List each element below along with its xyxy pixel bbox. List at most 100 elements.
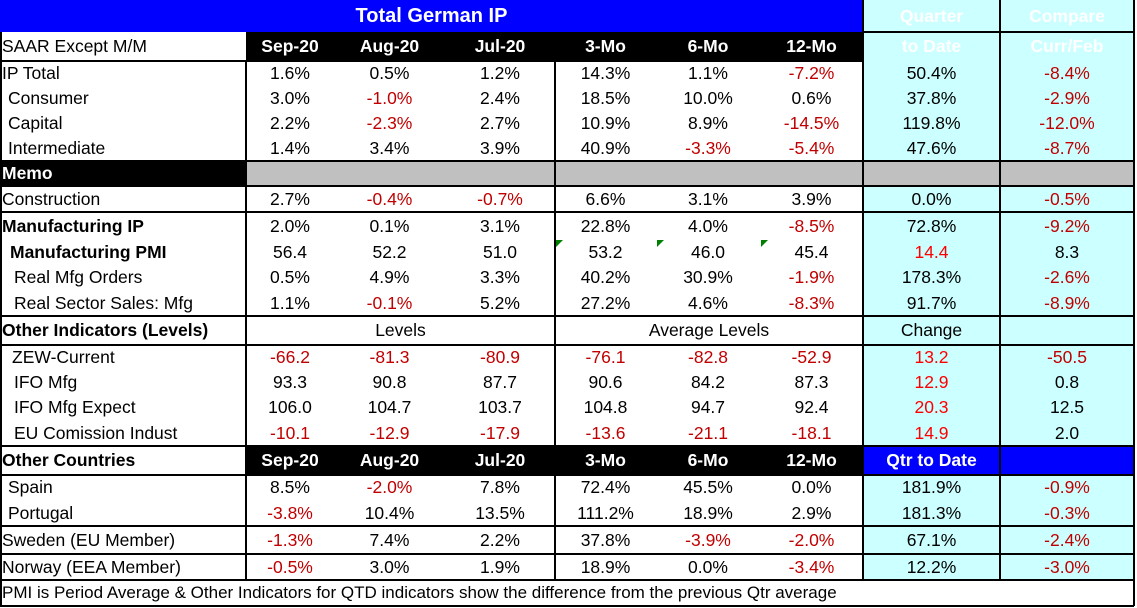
value-cell: -8.7% [1044, 138, 1090, 158]
value-cell: 40.9% [580, 138, 631, 158]
change-label: Change [900, 320, 963, 340]
footnote: PMI is Period Average & Other Indicators… [2, 583, 837, 602]
value-cell: -10.1 [270, 422, 310, 443]
value-cell: 1.1% [688, 63, 728, 83]
grid-line [0, 605, 1134, 607]
value-cell: 7.4% [369, 529, 410, 550]
value-cell: -2.9% [1044, 88, 1090, 108]
value-cell: 72.4% [580, 477, 631, 497]
row-label: Other Countries [2, 450, 136, 470]
grid-line [245, 61, 247, 580]
value-cell: -0.5% [1044, 188, 1090, 209]
row-label: Intermediate [8, 138, 106, 158]
value-cell: 111.2% [577, 502, 634, 523]
row-label: Capital [8, 113, 63, 133]
value-cell: 1.4% [270, 138, 310, 158]
value-cell: -50.5 [1047, 347, 1087, 367]
value-cell: 3.9% [480, 138, 520, 158]
value-cell: 2.0% [270, 215, 310, 236]
value-cell: 92.4 [794, 397, 829, 417]
value-cell: 1.6% [270, 63, 310, 83]
value-cell: 1.2% [480, 63, 520, 83]
value-cell: 94.7 [690, 397, 726, 417]
row-label: IFO Mfg Expect [14, 397, 136, 417]
avg-levels-label: Average Levels [648, 320, 770, 340]
grid-line [0, 474, 1134, 476]
row-label: Sweden (EU Member) [2, 529, 176, 550]
value-cell: -3.9% [685, 529, 731, 550]
value-cell: 18.9% [580, 556, 631, 577]
row-label: Real Sector Sales: Mfg [14, 292, 193, 313]
value-cell: 12.5 [1049, 397, 1085, 417]
value-cell: -80.9 [480, 347, 520, 367]
value-cell: 87.7 [482, 372, 518, 392]
value-cell: 45.4 [794, 242, 829, 262]
value-cell: -0.5% [267, 556, 313, 577]
column-header: 12-Mo [760, 32, 863, 61]
value-cell: 119.8% [902, 113, 961, 133]
value-cell: 91.7% [906, 292, 957, 313]
value-cell: 0.5% [369, 63, 410, 83]
value-cell: 5.2% [480, 292, 520, 313]
row-label: Manufacturing IP [2, 215, 144, 236]
value-cell: 4.0% [688, 215, 728, 236]
grid-line [554, 61, 556, 580]
column-header: Sep-20 [246, 446, 334, 475]
value-cell: 0.0% [791, 477, 832, 497]
value-cell: -2.0% [366, 477, 413, 497]
column-header: 6-Mo [656, 446, 760, 475]
table-title: Total German IP [0, 0, 863, 32]
value-cell: 181.9% [901, 477, 962, 497]
value-cell: -66.2 [270, 347, 310, 367]
value-cell: 4.6% [688, 292, 728, 313]
value-cell: -0.9% [1044, 477, 1090, 497]
value-cell: 10.9% [580, 113, 631, 133]
value-cell: -3.4% [788, 556, 835, 577]
value-cell: 14.3% [580, 63, 631, 83]
grid-line [0, 60, 863, 62]
value-cell: 51.0 [482, 242, 518, 262]
value-cell: -14.5% [783, 113, 840, 133]
value-cell: 2.7% [270, 188, 310, 209]
value-cell: -82.8 [688, 347, 728, 367]
value-cell: 90.8 [372, 372, 407, 392]
value-cell: -8.5% [788, 215, 835, 236]
value-cell: 13.5% [475, 502, 525, 523]
column-header: Jul-20 [445, 32, 555, 61]
value-cell: 50.4% [906, 63, 957, 83]
value-cell: -3.3% [685, 138, 731, 158]
value-cell: 2.4% [480, 88, 520, 108]
value-cell: 84.2 [690, 372, 726, 392]
column-header: 6-Mo [656, 32, 760, 61]
value-cell: -52.9 [791, 347, 832, 367]
value-cell: -76.1 [585, 347, 626, 367]
row-label: Other Indicators (Levels) [2, 320, 209, 340]
value-cell: -8.4% [1044, 63, 1090, 83]
value-cell: 37.8% [580, 529, 631, 550]
value-cell: 104.8 [583, 397, 628, 417]
value-cell: 52.2 [372, 242, 407, 262]
comment-marker-icon [761, 240, 768, 247]
value-cell: -0.3% [1044, 502, 1090, 523]
value-cell: 10.4% [364, 502, 415, 523]
value-cell: 18.5% [580, 88, 631, 108]
value-cell: 3.0% [270, 88, 310, 108]
value-cell: 178.3% [901, 267, 962, 287]
value-cell: 106.0 [268, 397, 312, 417]
grid-line [863, 31, 1134, 33]
value-cell: 67.1% [906, 529, 957, 550]
value-cell: 6.6% [585, 188, 626, 209]
grid-line [0, 185, 1134, 187]
qtd-column-bg [863, 0, 1134, 580]
grid-line [0, 315, 1134, 317]
value-cell: -8.9% [1044, 292, 1090, 313]
row-label: Real Mfg Orders [14, 267, 143, 287]
value-cell: 104.7 [367, 397, 412, 417]
qtd-header-line1: Quarter [863, 0, 1000, 32]
value-cell: 40.2% [580, 267, 631, 287]
row-label: IP Total [2, 63, 60, 83]
value-cell: 3.9% [791, 188, 832, 209]
value-cell: 1.1% [270, 292, 310, 313]
value-cell: 18.9% [683, 502, 733, 523]
value-cell: -7.2% [788, 63, 835, 83]
